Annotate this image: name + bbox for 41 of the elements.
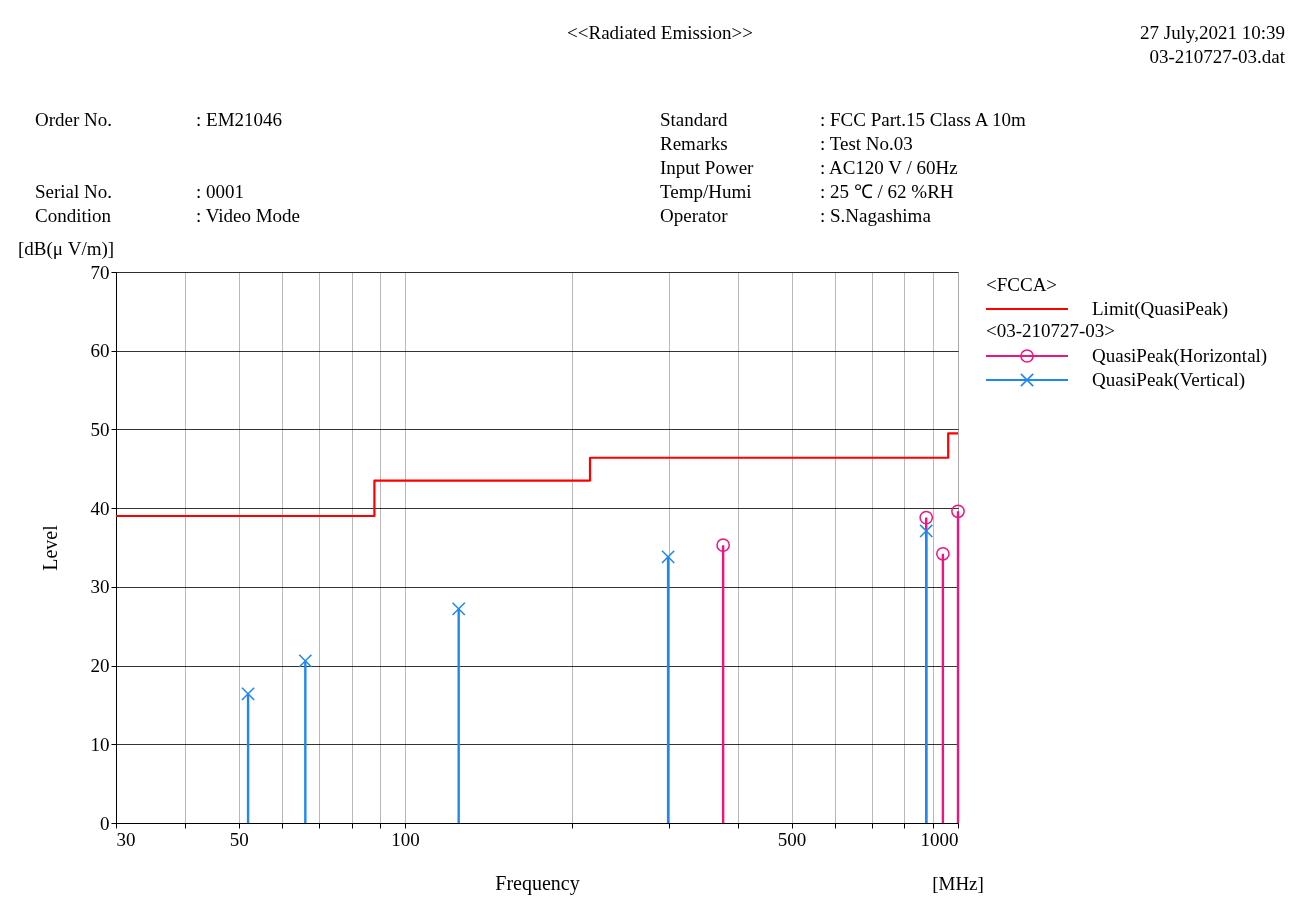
text: : EM21046 xyxy=(196,109,283,130)
x-axis-title: Frequency xyxy=(495,871,580,895)
chart-title: <<Radiated Emission>> xyxy=(567,22,753,43)
x-tick-label: 50 xyxy=(229,828,249,850)
y-tick-label: 0 xyxy=(100,812,110,834)
text: 27 July,2021 10:39 xyxy=(1140,22,1285,43)
y-tick-label: 20 xyxy=(90,655,110,677)
text: Input Power xyxy=(660,157,755,178)
text: : 25 ℃ / 62 %RH xyxy=(820,181,954,202)
text: Order No. xyxy=(35,109,113,130)
y-tick-label: 10 xyxy=(90,733,110,755)
x-tick-label: 500 xyxy=(777,828,807,850)
legend-label: QuasiPeak(Horizontal) xyxy=(1092,345,1268,367)
y-tick-label: 30 xyxy=(90,576,110,598)
text: [dB(μ V/m)] xyxy=(18,238,115,260)
text: <03-210727-03> xyxy=(986,320,1116,341)
y-tick-label: 60 xyxy=(90,340,110,362)
y-tick-label: 50 xyxy=(90,418,110,440)
y-axis-title: Level xyxy=(38,524,61,571)
text: [MHz] xyxy=(932,873,984,894)
x-tick-label: 1000 xyxy=(920,828,959,850)
text: <FCCA> xyxy=(986,274,1058,295)
legend-label: Limit(QuasiPeak) xyxy=(1092,298,1229,320)
x-tick-label: 30 xyxy=(116,828,136,850)
text: : FCC Part.15 Class A 10m xyxy=(820,109,1027,130)
text: Serial No. xyxy=(35,181,113,202)
text: Standard xyxy=(660,109,729,130)
y-tick-label: 70 xyxy=(90,261,110,283)
text: Condition xyxy=(35,205,112,226)
text: Temp/Humi xyxy=(660,181,752,202)
text: 03-210727-03.dat xyxy=(1149,46,1286,67)
x-tick-label: 100 xyxy=(391,828,420,850)
text: : S.Nagashima xyxy=(820,205,932,226)
text: : Video Mode xyxy=(196,205,301,226)
text: Operator xyxy=(660,205,729,226)
text: : Test No.03 xyxy=(820,133,913,154)
legend-label: QuasiPeak(Vertical) xyxy=(1092,369,1245,391)
text: : AC120 V / 60Hz xyxy=(820,157,958,178)
text: : 0001 xyxy=(196,181,245,202)
y-tick-label: 40 xyxy=(90,497,110,519)
text: Remarks xyxy=(660,133,728,154)
